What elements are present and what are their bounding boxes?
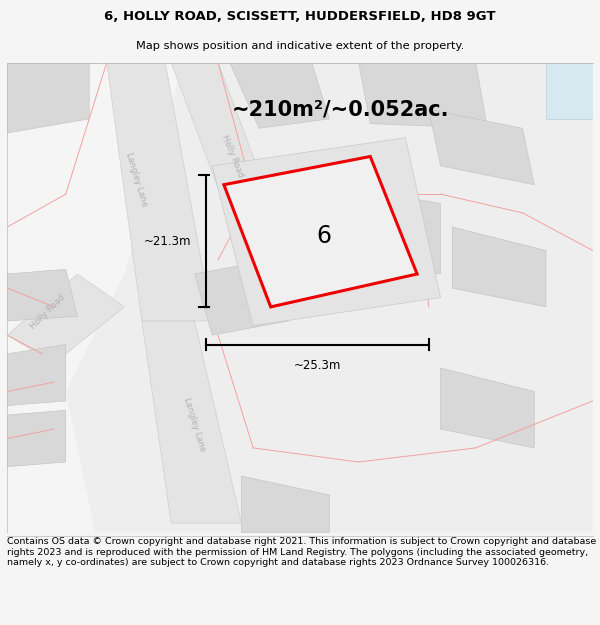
- Polygon shape: [7, 269, 77, 321]
- Text: Holly Road: Holly Road: [29, 292, 67, 331]
- Polygon shape: [359, 189, 440, 274]
- Polygon shape: [107, 62, 212, 321]
- Polygon shape: [359, 62, 487, 128]
- Polygon shape: [194, 260, 288, 335]
- Text: Langley Lane: Langley Lane: [124, 152, 149, 208]
- Polygon shape: [546, 62, 593, 119]
- Text: Contains OS data © Crown copyright and database right 2021. This information is : Contains OS data © Crown copyright and d…: [7, 538, 596, 568]
- Polygon shape: [171, 62, 288, 251]
- Polygon shape: [452, 227, 546, 307]
- Polygon shape: [230, 62, 329, 128]
- Polygon shape: [7, 410, 66, 467]
- Polygon shape: [7, 62, 89, 133]
- Text: ~25.3m: ~25.3m: [294, 359, 341, 372]
- Polygon shape: [66, 62, 593, 532]
- Text: 6, HOLLY ROAD, SCISSETT, HUDDERSFIELD, HD8 9GT: 6, HOLLY ROAD, SCISSETT, HUDDERSFIELD, H…: [104, 10, 496, 23]
- Polygon shape: [212, 138, 440, 326]
- Text: Langley Lane: Langley Lane: [182, 396, 207, 452]
- Polygon shape: [440, 368, 534, 448]
- Polygon shape: [7, 274, 124, 363]
- Polygon shape: [241, 476, 329, 532]
- Polygon shape: [142, 321, 241, 523]
- Text: 6: 6: [316, 224, 331, 248]
- Polygon shape: [224, 156, 417, 307]
- Polygon shape: [7, 344, 66, 406]
- Text: Map shows position and indicative extent of the property.: Map shows position and indicative extent…: [136, 41, 464, 51]
- Polygon shape: [429, 109, 534, 185]
- Text: ~21.3m: ~21.3m: [144, 234, 191, 248]
- Text: ~210m²/~0.052ac.: ~210m²/~0.052ac.: [232, 99, 450, 119]
- Text: Holly Road: Holly Road: [220, 134, 245, 179]
